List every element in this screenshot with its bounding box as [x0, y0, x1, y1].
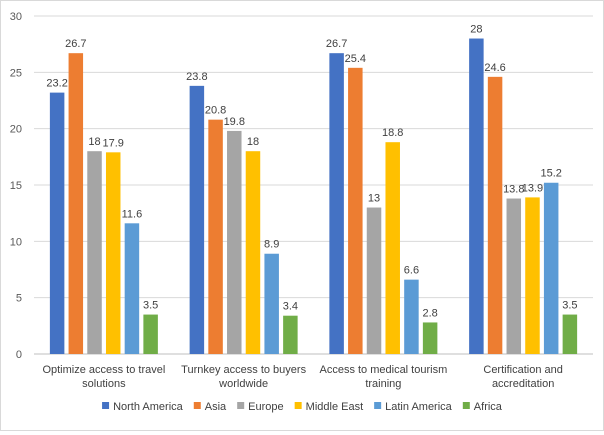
data-label: 8.9	[264, 239, 279, 251]
data-label: 26.7	[326, 38, 347, 50]
data-label: 3.5	[562, 300, 577, 312]
bar-middle-east	[525, 197, 540, 354]
bar-asia	[208, 119, 223, 354]
legend-label: Europe	[248, 401, 283, 413]
y-tick-label: 15	[10, 180, 22, 192]
data-label: 18	[88, 136, 100, 148]
x-category-label: Turnkey access to buyers	[181, 364, 306, 376]
data-label: 26.7	[65, 38, 86, 50]
legend-swatch	[374, 402, 382, 409]
y-tick-label: 30	[10, 11, 22, 23]
x-category-label: accreditation	[492, 378, 554, 390]
legend-item: Europe	[237, 401, 284, 413]
legend-item: Asia	[193, 401, 227, 413]
bar-africa	[562, 314, 578, 354]
data-label: 13.9	[522, 182, 543, 194]
data-label: 25.4	[345, 53, 366, 65]
bar-europe	[366, 207, 382, 354]
legend-label: North America	[113, 401, 184, 413]
bar-latin-america	[404, 279, 419, 354]
data-label: 20.8	[205, 105, 226, 117]
bar-europe	[87, 151, 102, 354]
bar-europe	[506, 198, 522, 354]
legend-swatch	[102, 402, 110, 409]
data-label: 11.6	[122, 208, 143, 220]
x-axis-categories: Optimize access to travel solutions Turnke…	[42, 364, 562, 390]
bar-north-america	[469, 38, 484, 355]
data-label: 18	[247, 136, 259, 148]
legend-label: Middle East	[306, 401, 363, 413]
legend-label: Latin America	[385, 401, 453, 413]
legend-item: Africa	[462, 401, 503, 413]
data-label: 3.4	[283, 301, 298, 313]
bar-africa	[283, 315, 298, 354]
y-tick-label: 25	[10, 67, 22, 79]
legend-item: Latin America	[374, 401, 453, 413]
bar-middle-east	[105, 152, 121, 354]
y-tick-label: 5	[16, 293, 22, 305]
x-category-label: worldwide	[218, 378, 268, 390]
legend-swatch	[462, 402, 470, 409]
data-label: 24.6	[484, 62, 505, 74]
y-axis-ticks: 0 5 10 15 20 25 30	[10, 11, 22, 361]
legend-label: Africa	[474, 401, 503, 413]
bar-middle-east	[245, 151, 261, 354]
bar-latin-america	[543, 182, 559, 354]
bar-north-america	[189, 85, 205, 354]
bar-latin-america	[264, 253, 279, 354]
data-label: 19.8	[224, 116, 245, 128]
legend-item: North America	[102, 401, 184, 413]
bar-africa	[422, 322, 438, 354]
data-label: 3.5	[143, 300, 158, 312]
data-label: 13.8	[503, 184, 524, 196]
bar-asia	[348, 67, 363, 355]
data-label: 2.8	[422, 307, 437, 319]
bars	[49, 38, 578, 355]
data-label: 23.2	[46, 78, 67, 90]
legend-swatch	[237, 402, 245, 409]
data-label: 28	[470, 24, 482, 36]
data-labels: 23.223.826.72826.720.825.424.61819.81313…	[46, 24, 577, 320]
bar-europe	[227, 130, 242, 354]
data-label: 6.6	[404, 265, 419, 277]
x-category-label: training	[365, 378, 401, 390]
data-label: 13	[368, 193, 380, 205]
data-label: 17.9	[103, 137, 124, 149]
legend-swatch	[294, 402, 302, 409]
legend-label: Asia	[205, 401, 227, 413]
legend-swatch	[193, 402, 201, 409]
legend-item: Middle East	[294, 401, 363, 413]
x-category-label: solutions	[82, 378, 126, 390]
bar-africa	[143, 314, 158, 354]
bar-north-america	[49, 92, 65, 354]
bar-asia	[68, 53, 84, 355]
y-tick-label: 10	[10, 236, 22, 248]
data-label: 15.2	[540, 168, 561, 180]
bar-north-america	[329, 53, 344, 355]
bar-asia	[487, 76, 503, 354]
legend: North America Asia Europe Middle East Latin …	[102, 401, 503, 413]
y-tick-label: 0	[16, 349, 22, 361]
x-category-label: Access to medical tourism	[319, 364, 447, 376]
bar-latin-america	[124, 223, 140, 354]
data-label: 18.8	[382, 127, 403, 139]
x-category-label: Optimize access to travel	[42, 364, 165, 376]
y-tick-label: 20	[10, 124, 22, 136]
x-category-label: Certification and	[483, 364, 563, 376]
data-label: 23.8	[186, 71, 207, 83]
bar-middle-east	[385, 142, 400, 354]
